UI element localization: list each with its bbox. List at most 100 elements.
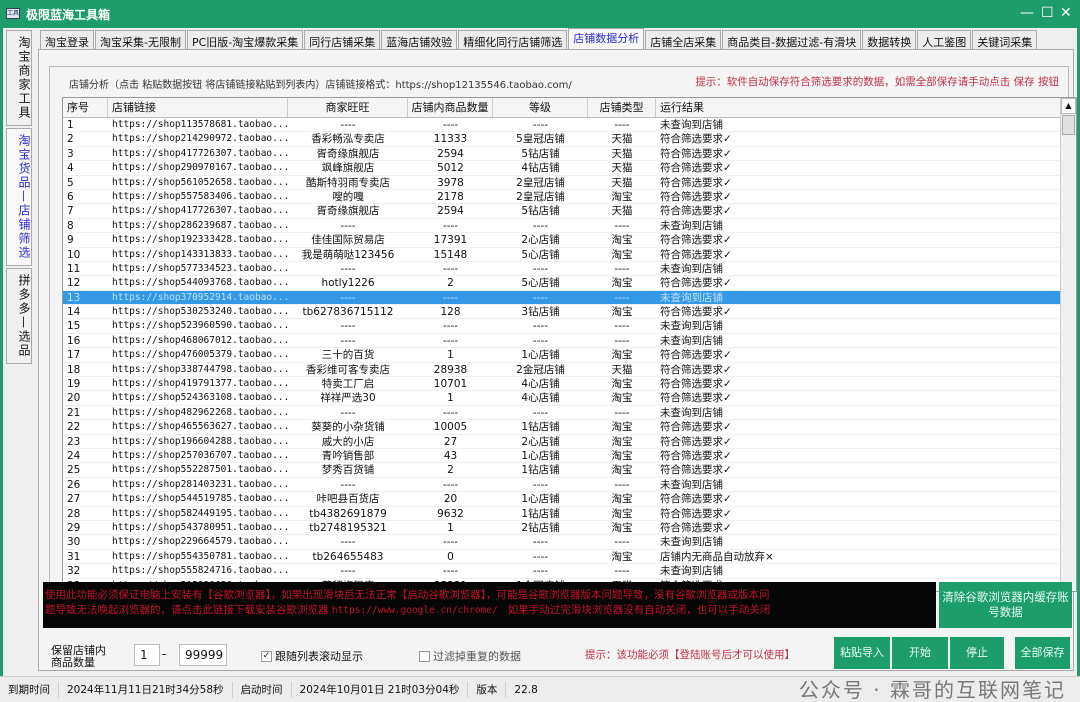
max-count-input[interactable]: 99999 <box>179 644 227 666</box>
column-header-row-number[interactable]: 序号 <box>63 98 108 117</box>
table-row[interactable]: 1 https://shop113578681.taobao... ---- ----… <box>63 118 1076 133</box>
cell-row-number: 9 <box>67 234 74 247</box>
table-row[interactable]: 22 https://shop465563627.taobao... 葵葵的小杂货铺… <box>63 420 1076 435</box>
table-row[interactable]: 6 https://shop557583406.taobao... 嗖的嘎 2178 2… <box>63 190 1076 205</box>
stop-button[interactable]: 停止 <box>950 637 1004 669</box>
table-row[interactable]: 32 https://shop555824716.taobao... ---- ---… <box>63 564 1076 579</box>
save-all-button[interactable]: 全部保存 <box>1015 637 1070 669</box>
tab-11[interactable]: 关键词采集 <box>972 30 1038 53</box>
tab-10[interactable]: 人工鉴图 <box>917 30 972 53</box>
maximize-icon[interactable]: ☐ <box>1041 5 1054 21</box>
tab-7[interactable]: 店铺全店采集 <box>645 30 722 53</box>
vtab-taobao-merchant[interactable]: 淘宝商家工具 <box>6 30 32 126</box>
version-label: 版本 <box>468 681 507 698</box>
tab-5[interactable]: 精细化同行店铺筛选 <box>458 30 568 53</box>
cell-level: 1钻店铺 <box>521 421 560 434</box>
column-header-level[interactable]: 等级 <box>493 98 588 117</box>
close-icon[interactable]: ✕ <box>1060 5 1072 21</box>
table-row[interactable]: 21 https://shop482962268.taobao... ---- ---… <box>63 406 1076 421</box>
tab-2[interactable]: PC旧版-淘宝爆款采集 <box>186 30 304 53</box>
table-row[interactable]: 8 https://shop286239687.taobao... ---- ----… <box>63 219 1076 234</box>
paste-import-button[interactable]: 粘贴导入 <box>834 637 890 669</box>
table-row[interactable]: 16 https://shop468067012.taobao... ---- ---… <box>63 334 1076 349</box>
chrome-download-link[interactable]: https://www.google.cn/chrome/ <box>331 605 498 616</box>
table-row[interactable]: 13 https://shop370952914.taobao... ---- ---… <box>63 290 1076 306</box>
cell-shop-type: ---- <box>614 334 630 347</box>
cell-row-number: 8 <box>67 219 74 232</box>
vtab-shop-filter[interactable]: 淘宝货品—店铺筛选 <box>6 128 32 266</box>
column-header-wangwang[interactable]: 商家旺旺 <box>288 98 408 117</box>
column-header-shop-type[interactable]: 店铺类型 <box>588 98 656 117</box>
follow-scroll-checkbox[interactable]: ✓ 跟随列表滚动显示 <box>261 648 363 664</box>
table-row[interactable]: 4 https://shop290970167.taobao... 飒峰旗舰店 501… <box>63 161 1076 176</box>
table-row[interactable]: 24 https://shop257036707.taobao... 青吟销售部 43… <box>63 449 1076 464</box>
tab-1[interactable]: 淘宝采集-无限制 <box>95 30 186 53</box>
tab-6[interactable]: 店铺数据分析 <box>568 28 645 50</box>
cell-wangwang: 咔吧县百货店 <box>316 493 380 506</box>
table-row[interactable]: 18 https://shop338744798.taobao... 香彩维可客专卖… <box>63 363 1076 378</box>
cell-shop-type: 淘宝 <box>611 521 633 534</box>
table-row[interactable]: 14 https://shop530253240.taobao... tb62783… <box>63 305 1076 320</box>
table-row[interactable]: 17 https://shop476005379.taobao... 三十的百货 1 1… <box>63 348 1076 363</box>
start-button[interactable]: 开始 <box>892 637 948 669</box>
table-row[interactable]: 28 https://shop582449195.taobao... tb43826… <box>63 507 1076 521</box>
cell-level: 5心店铺 <box>521 248 560 261</box>
table-row[interactable]: 25 https://shop552287501.taobao... 梦秀百货铺 2 1… <box>63 463 1076 478</box>
table-row[interactable]: 27 https://shop544519785.taobao... 咔吧县百货店 2… <box>63 492 1076 507</box>
column-header-shop-link[interactable]: 店铺链接 <box>108 98 288 117</box>
cell-result: 符合筛选要求✓ <box>660 162 732 175</box>
vtab-pdd[interactable]: 拼多多—选品 <box>6 268 32 364</box>
table-row[interactable]: 19 https://shop419791377.taobao... 特卖工厂启 10… <box>63 377 1076 392</box>
shop-analysis-group: 店铺分析（点击 粘贴数据按钮 将店铺链接粘贴到列表内）店铺链接格式：https:… <box>49 66 1077 592</box>
tab-8[interactable]: 商品类目-数据过滤-有滑块 <box>722 30 862 53</box>
cell-item-count: 9632 <box>437 507 464 520</box>
column-header-item-count[interactable]: 店铺内商品数量 <box>408 98 493 117</box>
filter-duplicates-checkbox[interactable]: 过滤掉重复的数据 <box>419 648 521 664</box>
table-row[interactable]: 7 https://shop417726307.taobao... 胥奇缘旗舰店 25… <box>63 204 1076 219</box>
clear-browser-cache-button[interactable]: 清除谷歌浏览器内缓存账号数据 <box>939 582 1072 628</box>
cell-wangwang: hotly1226 <box>321 277 375 290</box>
cell-result: 未查询到店铺 <box>660 334 723 347</box>
table-row[interactable]: 23 https://shop196604288.taobao... 戚大的小店 27… <box>63 435 1076 449</box>
tab-3[interactable]: 同行店铺采集 <box>304 30 381 53</box>
cell-shop-type: 淘宝 <box>611 435 633 448</box>
cell-item-count: 43 <box>443 449 458 462</box>
chrome-warning-banner: 使用此功能必须保证电脑上安装有【谷歌浏览器】，如果出现滑块后无法正常【启动谷歌浏… <box>43 582 936 628</box>
table-row[interactable]: 9 https://shop192333428.taobao... 佳佳国际贸易店 1… <box>63 233 1076 248</box>
cell-wangwang: 葵葵的小杂货铺 <box>311 421 385 434</box>
column-header-result[interactable]: 运行结果 <box>656 98 1061 117</box>
cell-row-number: 15 <box>67 320 81 333</box>
table-row[interactable]: 12 https://shop544093768.taobao... hotly12… <box>63 276 1076 291</box>
tab-4[interactable]: 蓝海店铺效验 <box>381 30 458 53</box>
min-count-input[interactable]: 1 <box>134 644 160 666</box>
scroll-thumb[interactable] <box>1062 115 1075 135</box>
table-row[interactable]: 30 https://shop229664579.taobao... ---- ---… <box>63 535 1076 550</box>
cell-shop-type: 淘宝 <box>611 493 633 506</box>
filter-duplicates-label: 过滤掉重复的数据 <box>433 650 521 663</box>
cell-level: 2金冠店铺 <box>516 363 565 376</box>
cell-level: 1心店铺 <box>521 449 560 462</box>
table-row[interactable]: 3 https://shop417726307.taobao... 胥奇缘旗舰店 25… <box>63 147 1076 162</box>
cell-level: ---- <box>532 334 549 347</box>
shop-table[interactable]: 序号 店铺链接 商家旺旺 店铺内商品数量 等级 店铺类型 运行结果 1 https://sho… <box>62 97 1077 592</box>
cell-result: 未查询到店铺 <box>660 536 723 549</box>
table-row[interactable]: 15 https://shop523960590.taobao... ---- ---… <box>63 319 1076 334</box>
scroll-up-icon[interactable]: ▲ <box>1061 98 1076 114</box>
cell-item-count: ---- <box>442 320 459 333</box>
table-row[interactable]: 10 https://shop143313833.taobao... 我是萌萌哒12… <box>63 248 1076 262</box>
scrollbar[interactable]: ▲ <box>1060 98 1076 591</box>
table-row[interactable]: 20 https://shop524363108.taobao... 祥祥严选30 1… <box>63 391 1076 406</box>
minimize-icon[interactable]: — <box>1020 5 1034 21</box>
table-row[interactable]: 11 https://shop577334523.taobao... ---- ---… <box>63 262 1076 277</box>
cell-shop-link: https://shop257036707.taobao... <box>112 449 288 461</box>
table-row[interactable]: 29 https://shop543780951.taobao... tb27481… <box>63 521 1076 536</box>
cell-shop-link: https://shop229664579.taobao... <box>112 536 288 548</box>
tab-9[interactable]: 数据转换 <box>862 30 917 53</box>
table-row[interactable]: 2 https://shop214290972.taobao... 香彩畅泓专卖店 1… <box>63 132 1076 147</box>
table-row[interactable]: 5 https://shop561052658.taobao... 酷斯特羽雨专卖店… <box>63 176 1076 190</box>
cell-result: 未查询到店铺 <box>660 406 723 419</box>
table-row[interactable]: 31 https://shop554350781.taobao... tb26465… <box>63 550 1076 565</box>
table-row[interactable]: 26 https://shop281403231.taobao... ---- ---… <box>63 478 1076 493</box>
cell-item-count: ---- <box>442 406 459 419</box>
tab-0[interactable]: 淘宝登录 <box>40 30 94 53</box>
